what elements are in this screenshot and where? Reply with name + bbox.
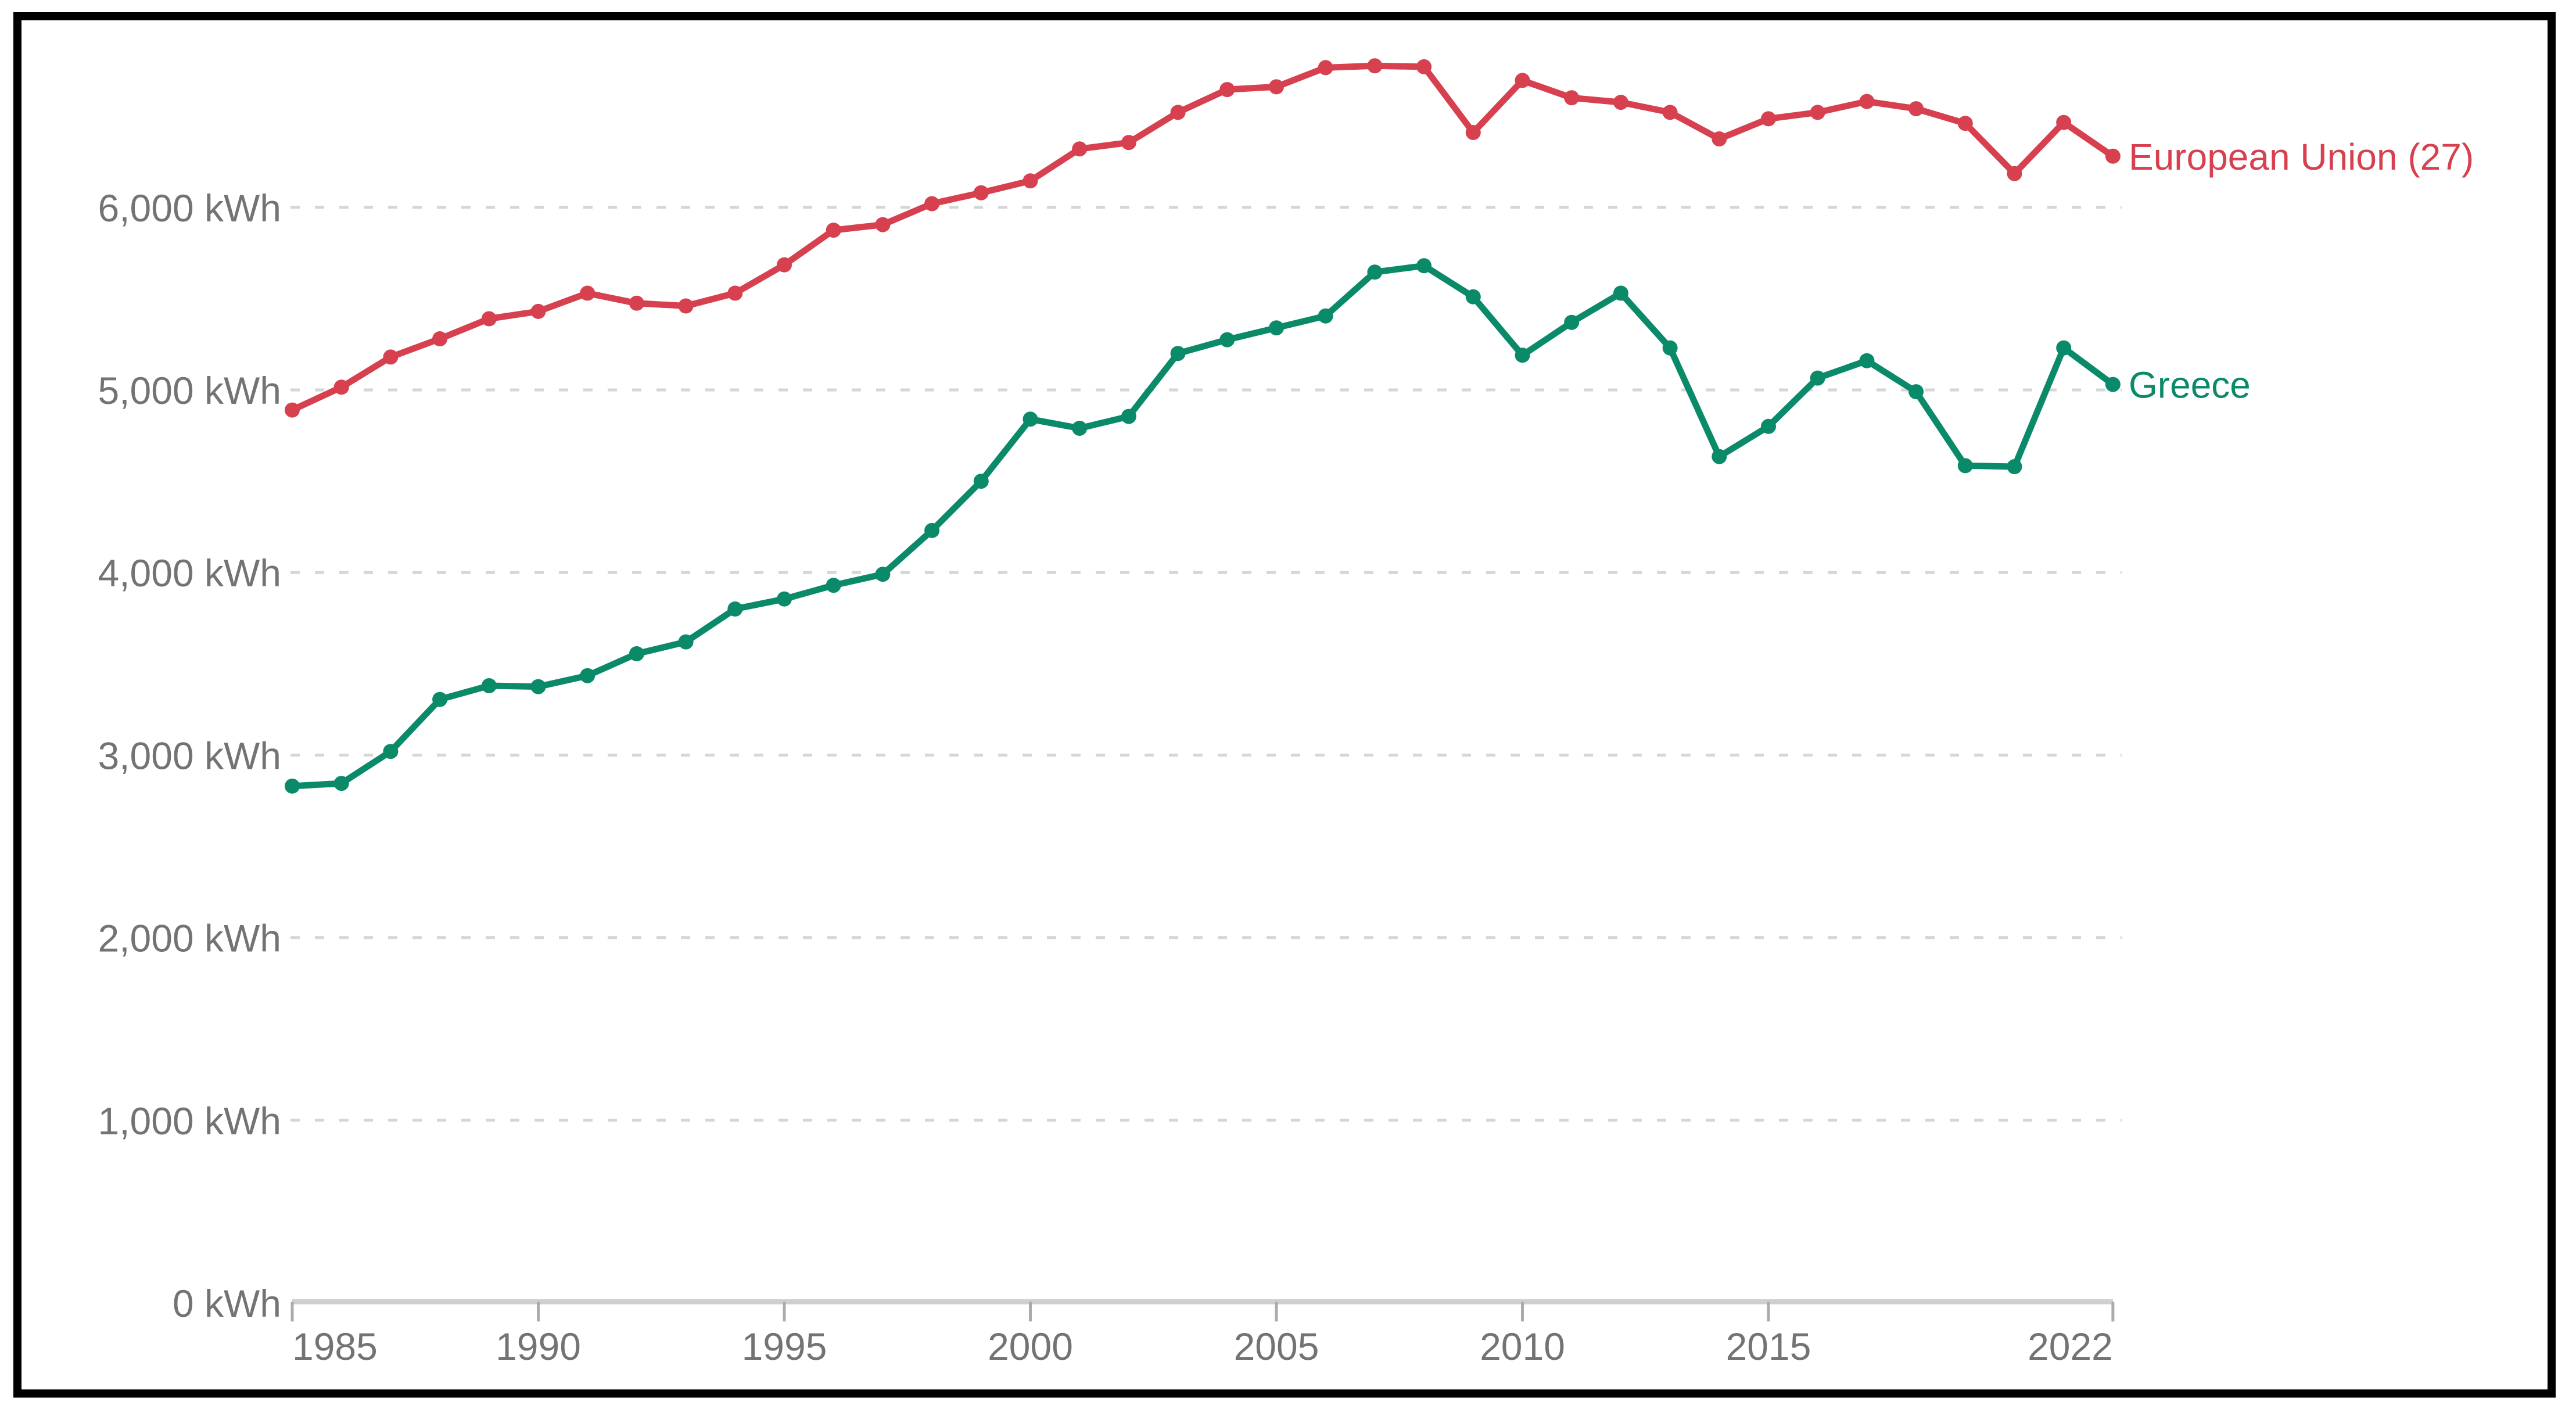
data-point-greece[interactable]: [530, 679, 546, 694]
data-point-european-union-27[interactable]: [383, 349, 399, 365]
data-point-european-union-27[interactable]: [1515, 73, 1530, 88]
data-point-european-union-27[interactable]: [875, 217, 891, 232]
data-point-european-union-27[interactable]: [678, 298, 694, 314]
data-point-greece[interactable]: [432, 692, 448, 707]
series-label-greece[interactable]: Greece: [2129, 364, 2251, 406]
x-axis-tick-label: 2000: [988, 1325, 1073, 1368]
data-point-european-union-27[interactable]: [432, 331, 448, 346]
y-axis-tick-label: 3,000 kWh: [98, 734, 282, 777]
data-point-greece[interactable]: [1072, 421, 1088, 436]
series-label-european-union-27[interactable]: European Union (27): [2129, 136, 2474, 178]
data-point-european-union-27[interactable]: [1121, 135, 1136, 151]
data-point-greece[interactable]: [1564, 314, 1580, 330]
data-point-greece[interactable]: [924, 522, 940, 538]
x-axis-tick-label: 1995: [742, 1325, 827, 1368]
data-point-european-union-27[interactable]: [580, 285, 595, 301]
data-point-greece[interactable]: [1662, 340, 1678, 356]
x-axis-tick-label: 2005: [1234, 1325, 1319, 1368]
data-point-european-union-27[interactable]: [2056, 114, 2072, 130]
data-point-european-union-27[interactable]: [1367, 58, 1383, 74]
y-axis-tick-label: 6,000 kWh: [98, 187, 282, 230]
data-point-european-union-27[interactable]: [1859, 94, 1875, 109]
data-point-greece[interactable]: [2007, 459, 2022, 474]
data-point-greece[interactable]: [1022, 411, 1038, 427]
data-point-european-union-27[interactable]: [973, 185, 989, 200]
data-point-greece[interactable]: [1761, 418, 1776, 434]
data-point-european-union-27[interactable]: [1269, 79, 1284, 95]
data-point-european-union-27[interactable]: [727, 285, 743, 301]
data-point-greece[interactable]: [1465, 289, 1481, 305]
data-point-greece[interactable]: [1957, 458, 1973, 474]
y-axis-tick-label: 2,000 kWh: [98, 917, 282, 960]
series-line-greece: [289, 262, 2116, 790]
x-axis-tick-label: 2022: [2028, 1325, 2113, 1368]
data-point-greece[interactable]: [826, 578, 841, 593]
data-point-european-union-27[interactable]: [826, 223, 841, 238]
data-point-european-union-27[interactable]: [2007, 166, 2022, 181]
data-point-greece[interactable]: [1515, 348, 1530, 363]
data-point-european-union-27[interactable]: [1761, 111, 1776, 127]
data-point-european-union-27[interactable]: [1465, 125, 1481, 140]
data-point-european-union-27[interactable]: [1957, 116, 1973, 131]
data-point-greece[interactable]: [727, 601, 743, 617]
data-point-greece[interactable]: [285, 778, 300, 794]
y-axis-tick-label: 5,000 kWh: [98, 369, 282, 412]
data-point-greece[interactable]: [1416, 258, 1432, 274]
data-point-european-union-27[interactable]: [1810, 105, 1825, 120]
data-point-european-union-27[interactable]: [1908, 101, 1924, 117]
data-point-greece[interactable]: [1859, 353, 1875, 368]
data-point-european-union-27[interactable]: [1564, 90, 1580, 106]
data-point-greece[interactable]: [1318, 308, 1333, 324]
data-point-greece[interactable]: [383, 744, 399, 760]
x-axis-tick-label: 1985: [292, 1325, 378, 1368]
x-axis-tick-label: 1990: [496, 1325, 581, 1368]
data-point-greece[interactable]: [481, 678, 497, 693]
data-point-european-union-27[interactable]: [285, 402, 300, 418]
data-point-greece[interactable]: [1613, 285, 1628, 301]
data-point-european-union-27[interactable]: [629, 295, 644, 311]
data-point-european-union-27[interactable]: [1712, 131, 1727, 146]
data-point-european-union-27[interactable]: [1170, 105, 1186, 120]
data-point-greece[interactable]: [580, 668, 595, 683]
data-point-greece[interactable]: [1810, 370, 1825, 386]
x-axis-tick-label: 2010: [1480, 1325, 1565, 1368]
data-point-greece[interactable]: [1170, 346, 1186, 361]
x-axis-tick-label: 2015: [1726, 1325, 1811, 1368]
data-point-greece[interactable]: [1908, 384, 1924, 400]
data-point-european-union-27[interactable]: [1318, 60, 1333, 76]
data-point-european-union-27[interactable]: [1072, 141, 1088, 157]
data-point-european-union-27[interactable]: [1022, 173, 1038, 189]
data-point-european-union-27[interactable]: [1613, 95, 1628, 110]
data-point-greece[interactable]: [629, 646, 644, 661]
data-point-european-union-27[interactable]: [530, 303, 546, 319]
y-axis-tick-label: 4,000 kWh: [98, 551, 282, 594]
data-point-european-union-27[interactable]: [1416, 59, 1432, 74]
series-line-european-union-27: [289, 62, 2116, 414]
data-point-greece[interactable]: [777, 591, 792, 607]
data-point-greece[interactable]: [1269, 320, 1284, 336]
data-point-european-union-27[interactable]: [333, 379, 349, 395]
data-point-greece[interactable]: [973, 474, 989, 489]
data-point-greece[interactable]: [333, 776, 349, 791]
data-point-greece[interactable]: [1219, 332, 1235, 348]
y-axis-tick-label: 1,000 kWh: [98, 1099, 282, 1142]
data-point-european-union-27[interactable]: [924, 196, 940, 212]
data-point-european-union-27[interactable]: [1662, 105, 1678, 120]
data-point-greece[interactable]: [1121, 409, 1136, 424]
data-point-greece[interactable]: [2056, 340, 2072, 356]
y-axis-tick-label: 0 kWh: [173, 1282, 281, 1325]
data-point-greece[interactable]: [875, 567, 891, 582]
data-point-greece[interactable]: [678, 634, 694, 650]
data-point-european-union-27[interactable]: [777, 257, 792, 273]
frame-border: [13, 12, 2556, 1398]
data-point-greece[interactable]: [1367, 264, 1383, 280]
data-point-european-union-27[interactable]: [1219, 82, 1235, 98]
data-point-european-union-27[interactable]: [2105, 148, 2121, 164]
data-point-greece[interactable]: [2105, 377, 2121, 392]
data-point-greece[interactable]: [1712, 449, 1727, 464]
data-point-european-union-27[interactable]: [481, 311, 497, 327]
